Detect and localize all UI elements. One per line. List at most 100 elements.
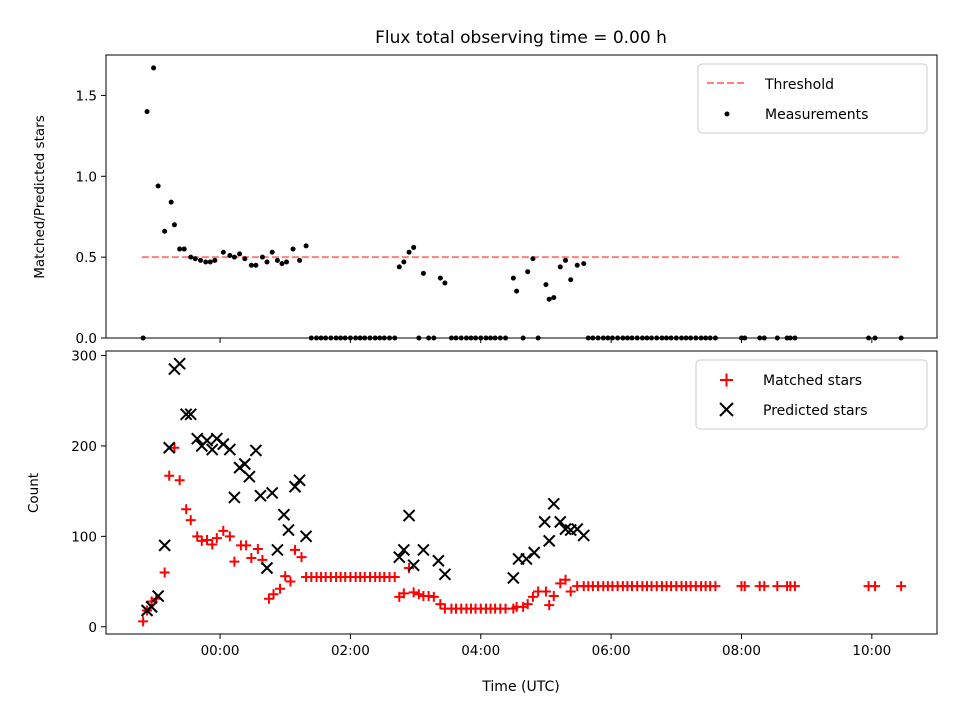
measurement-point (581, 261, 587, 267)
matched-star-point (548, 591, 559, 602)
matched-star-point (138, 616, 149, 627)
measurement-point (242, 256, 248, 262)
measurement-point (437, 275, 443, 281)
chart-title: Flux total observing time = 0.00 h (375, 28, 667, 48)
bottom-legend: Matched stars Predicted stars (695, 359, 928, 430)
predicted-star-point (397, 543, 411, 557)
matched-star-point (759, 581, 770, 592)
measurement-point (181, 246, 187, 252)
measurement-point (411, 244, 417, 250)
predicted-star-point (271, 543, 284, 557)
y-tick-label: 200 (71, 439, 97, 455)
top-plot-area: 0.0 0.5 1.0 1.5 (76, 65, 904, 347)
top-legend: Threshold Measurements (697, 63, 928, 134)
y-tick-label: 100 (71, 529, 97, 545)
legend-label-measurements: Measurements (765, 107, 868, 123)
measurement-point (269, 249, 275, 255)
matched-star-point (389, 572, 400, 583)
measurement-point (198, 257, 204, 263)
x-tick-label: 10:00 (852, 643, 891, 659)
y-tick-label: 1.5 (76, 88, 97, 104)
measurement-point (551, 295, 557, 301)
predicted-star-point (223, 443, 237, 456)
predicted-star-point (277, 508, 291, 521)
measurement-point (514, 288, 520, 294)
x-axis-label: Time (UTC) (481, 679, 559, 695)
predicted-star-point (547, 497, 560, 511)
predicted-star-point (184, 408, 197, 421)
matched-star-point (522, 599, 533, 610)
predicted-star-point (238, 457, 252, 471)
top-panel: Flux total observing time = 0.00 h Match… (32, 28, 938, 347)
predicted-star-point (206, 443, 219, 456)
measurement-point (442, 280, 448, 286)
predicted-star-point (288, 480, 302, 493)
y-tick-label: 0 (88, 620, 97, 636)
measurement-point (171, 222, 177, 228)
measurement-point (274, 257, 280, 263)
bottom-plot-area: 00:00 02:00 04:00 06:00 08:00 10:00 0 100 200 300 (71, 349, 907, 659)
predicted-star-point (507, 571, 520, 585)
measurement-point (207, 259, 213, 265)
predicted-star-point (179, 408, 193, 421)
matched-stars-legend-marker (720, 373, 733, 387)
matched-star-point (252, 544, 263, 555)
matched-star-point (527, 591, 538, 602)
y-tick-label: 300 (71, 349, 97, 365)
measurement-point (264, 259, 270, 265)
matched-star-point (555, 578, 566, 589)
matched-star-point (710, 581, 721, 592)
matched-star-point (789, 581, 800, 592)
predicted-star-point (538, 515, 551, 529)
bottom-axes-frame (105, 350, 938, 635)
y-tick-label: 0.5 (76, 250, 97, 266)
predicted-star-point (158, 539, 171, 552)
measurement-point (574, 262, 580, 268)
measurement-point (406, 249, 412, 255)
measurement-point (297, 257, 303, 263)
x-tick-label: 08:00 (722, 643, 761, 659)
matched-star-point (428, 591, 439, 602)
matched-star-point (275, 583, 286, 594)
measurement-point (568, 277, 574, 283)
matched-star-point (174, 475, 185, 486)
matched-star-point (560, 574, 571, 585)
measurement-point (562, 257, 568, 263)
matched-star-point (408, 587, 419, 598)
y-tick-label: 1.0 (76, 169, 97, 185)
measurement-point (248, 262, 254, 268)
matched-star-point (192, 531, 203, 542)
predicted-star-point (299, 530, 313, 543)
predicted-star-point (542, 534, 556, 548)
measurement-point (279, 261, 285, 267)
measurement-point (227, 253, 233, 259)
predicted-stars-legend-marker (719, 402, 734, 417)
measurement-point (162, 228, 168, 234)
predicted-star-point (151, 589, 165, 603)
predicted-star-point (438, 568, 452, 581)
matched-star-point (435, 599, 446, 610)
predicted-star-point (520, 552, 533, 566)
matched-star-point (290, 544, 301, 555)
matched-star-point (413, 589, 424, 600)
matched-star-point (398, 588, 409, 599)
measurement-point (237, 251, 243, 257)
matched-star-point (181, 504, 192, 515)
predicted-star-point (432, 554, 445, 567)
measurement-point (420, 270, 426, 276)
matched-star-point (224, 531, 235, 542)
measurement-point (543, 282, 549, 288)
legend-label-threshold: Threshold (764, 77, 834, 93)
matched-star-point (296, 552, 307, 563)
measurements-legend-marker (724, 111, 730, 117)
measurement-point (212, 257, 218, 263)
x-tick-label: 06:00 (592, 643, 631, 659)
measurement-point (168, 199, 174, 205)
measurement-point (396, 264, 402, 270)
matched-star-point (285, 576, 296, 587)
predicted-star-point (249, 444, 263, 457)
matched-star-point (211, 533, 222, 544)
x-tick-label: 04:00 (461, 643, 500, 659)
measurement-point (151, 65, 157, 71)
matched-star-point (241, 540, 252, 551)
